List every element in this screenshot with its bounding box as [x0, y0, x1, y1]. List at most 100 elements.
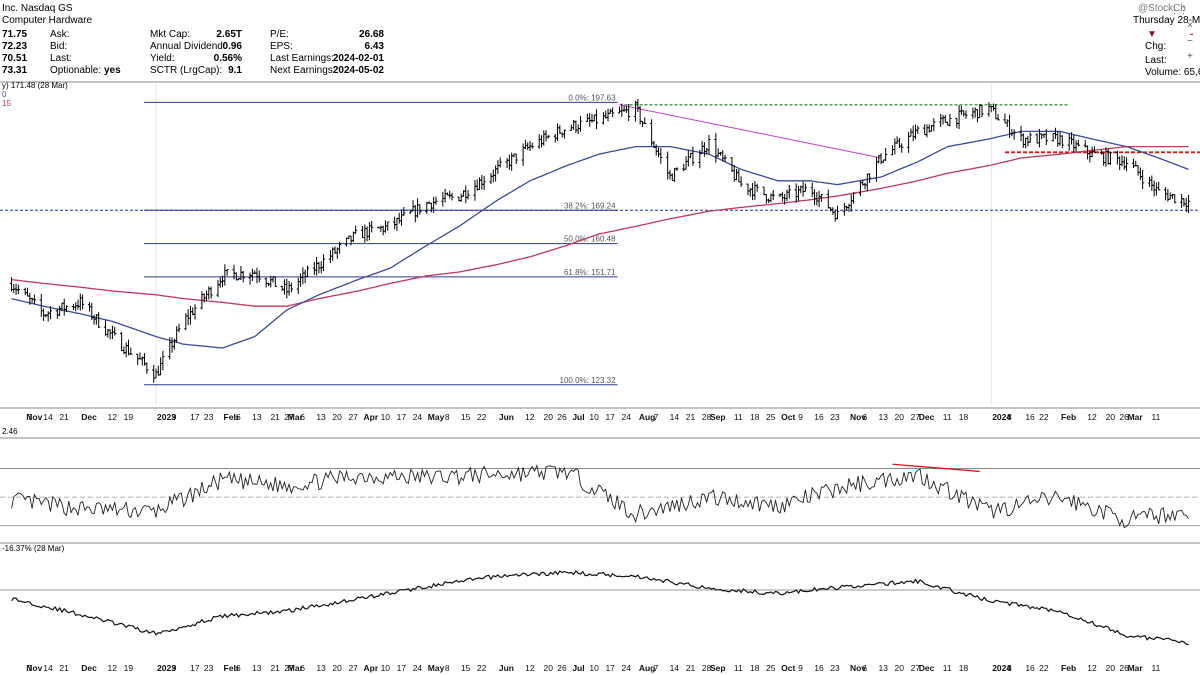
fund-value: 6.43 — [364, 41, 384, 52]
price-bar — [413, 204, 417, 223]
price-bar — [755, 183, 759, 192]
price-bar — [562, 129, 567, 139]
price-bar — [606, 108, 610, 122]
x-tick-label: Feb — [224, 663, 239, 673]
price-bar — [344, 237, 349, 247]
price-bar — [399, 209, 404, 226]
x-tick-label: 9 — [798, 663, 803, 673]
title-fragment: Inc. Nasdaq GS — [2, 3, 73, 14]
x-tick-label: Dec — [81, 663, 97, 673]
price-bar — [670, 173, 674, 181]
price-bar — [826, 189, 830, 209]
price-bar — [787, 184, 791, 199]
price-bar — [913, 124, 918, 140]
x-tick-label: 2024 — [992, 663, 1011, 673]
x-tick-label: 12 — [108, 663, 118, 673]
price-bar — [1102, 151, 1106, 166]
x-tick-label: 17 — [605, 663, 615, 673]
price-bar — [464, 185, 468, 204]
x-tick-label: 10 — [381, 663, 391, 673]
fund-label: Mkt Cap: — [150, 29, 191, 40]
price-bar — [640, 120, 645, 127]
fib-level-label: 100.0%: 123.32 — [560, 376, 617, 385]
price-bar — [542, 130, 546, 146]
right-label: Last: — [1145, 55, 1167, 66]
price-bar — [443, 188, 447, 203]
price-bar — [739, 176, 743, 188]
x-tick-label: Oct — [781, 412, 795, 422]
price-bar — [594, 109, 599, 130]
relative-panel — [0, 570, 1200, 646]
x-tick-label: 10 — [589, 663, 599, 673]
price-bar — [514, 153, 518, 165]
price-bar — [30, 297, 34, 303]
price-bar — [895, 136, 899, 144]
price-bar — [379, 225, 383, 232]
price-bar — [78, 293, 82, 311]
price-bar — [1106, 148, 1110, 165]
price-bar — [126, 339, 131, 356]
price-bar — [1118, 156, 1122, 171]
x-tick-label: 21 — [686, 663, 696, 673]
price-bar — [287, 280, 291, 296]
zoom-in-icon[interactable]: + — [1187, 51, 1193, 62]
price-bar — [477, 177, 482, 190]
x-tick-label: 26 — [557, 412, 567, 422]
trendline — [619, 104, 882, 159]
price-bar — [159, 357, 163, 376]
x-tick-label: 6 — [300, 663, 305, 673]
price-bar — [941, 115, 945, 125]
x-tick-label: Feb — [1061, 412, 1076, 422]
price-bar — [223, 264, 227, 286]
price-bar — [780, 191, 785, 202]
x-tick-label: Apr — [364, 663, 379, 673]
x-tick-label: 11 — [1152, 412, 1161, 422]
price-bar — [239, 265, 243, 280]
x-tick-label: 18 — [959, 412, 969, 422]
price-bar — [152, 364, 156, 383]
price-bar — [498, 157, 502, 168]
price-bar — [867, 173, 872, 183]
price-bar — [1138, 167, 1142, 180]
ma200-line — [11, 145, 1189, 307]
price-bar — [466, 190, 470, 200]
price-bar — [25, 287, 30, 297]
price-bar — [381, 225, 385, 236]
price-bar — [110, 325, 115, 340]
indicator-panel — [0, 437, 1200, 544]
price-bar — [505, 158, 509, 168]
price-bar — [939, 113, 943, 128]
x-tick-label: 9 — [172, 412, 177, 422]
x-tick-label: 2023 — [157, 663, 176, 673]
price-bar — [395, 217, 399, 231]
price-bar — [1028, 132, 1032, 143]
price-bar — [718, 151, 723, 156]
x-tick-label: Sep — [710, 412, 726, 422]
x-tick-label: Mar — [288, 663, 304, 673]
x-tick-label: 11 — [1152, 663, 1161, 673]
fund-label: SCTR (LrgCap): — [150, 65, 223, 76]
price-bar — [136, 353, 140, 365]
close-icon[interactable]: × — [1187, 20, 1193, 31]
price-bar — [849, 194, 853, 212]
fund-label: Last Earnings: — [270, 53, 334, 64]
x-tick-label: Jul — [572, 663, 584, 673]
price-bar — [884, 147, 888, 162]
x-tick-label: 24 — [413, 663, 423, 673]
price-bar — [1173, 194, 1177, 204]
price-bar — [1157, 181, 1161, 191]
price-bar — [1154, 182, 1159, 196]
x-tick-label: 21 — [270, 412, 280, 422]
price-bar — [154, 368, 158, 379]
price-bar — [539, 135, 544, 148]
price-bar — [831, 207, 835, 215]
price-bar — [842, 202, 846, 216]
price-bar — [1060, 135, 1064, 149]
zoom-out-icon[interactable]: − — [1187, 36, 1193, 47]
price-bar — [418, 204, 422, 215]
price-bar — [257, 270, 261, 283]
drag-handle-icon[interactable]: ⋮⋮ — [1170, 5, 1188, 15]
price-bar — [700, 140, 704, 155]
price-bar — [81, 294, 85, 310]
x-tick-label: 27 — [911, 412, 921, 422]
